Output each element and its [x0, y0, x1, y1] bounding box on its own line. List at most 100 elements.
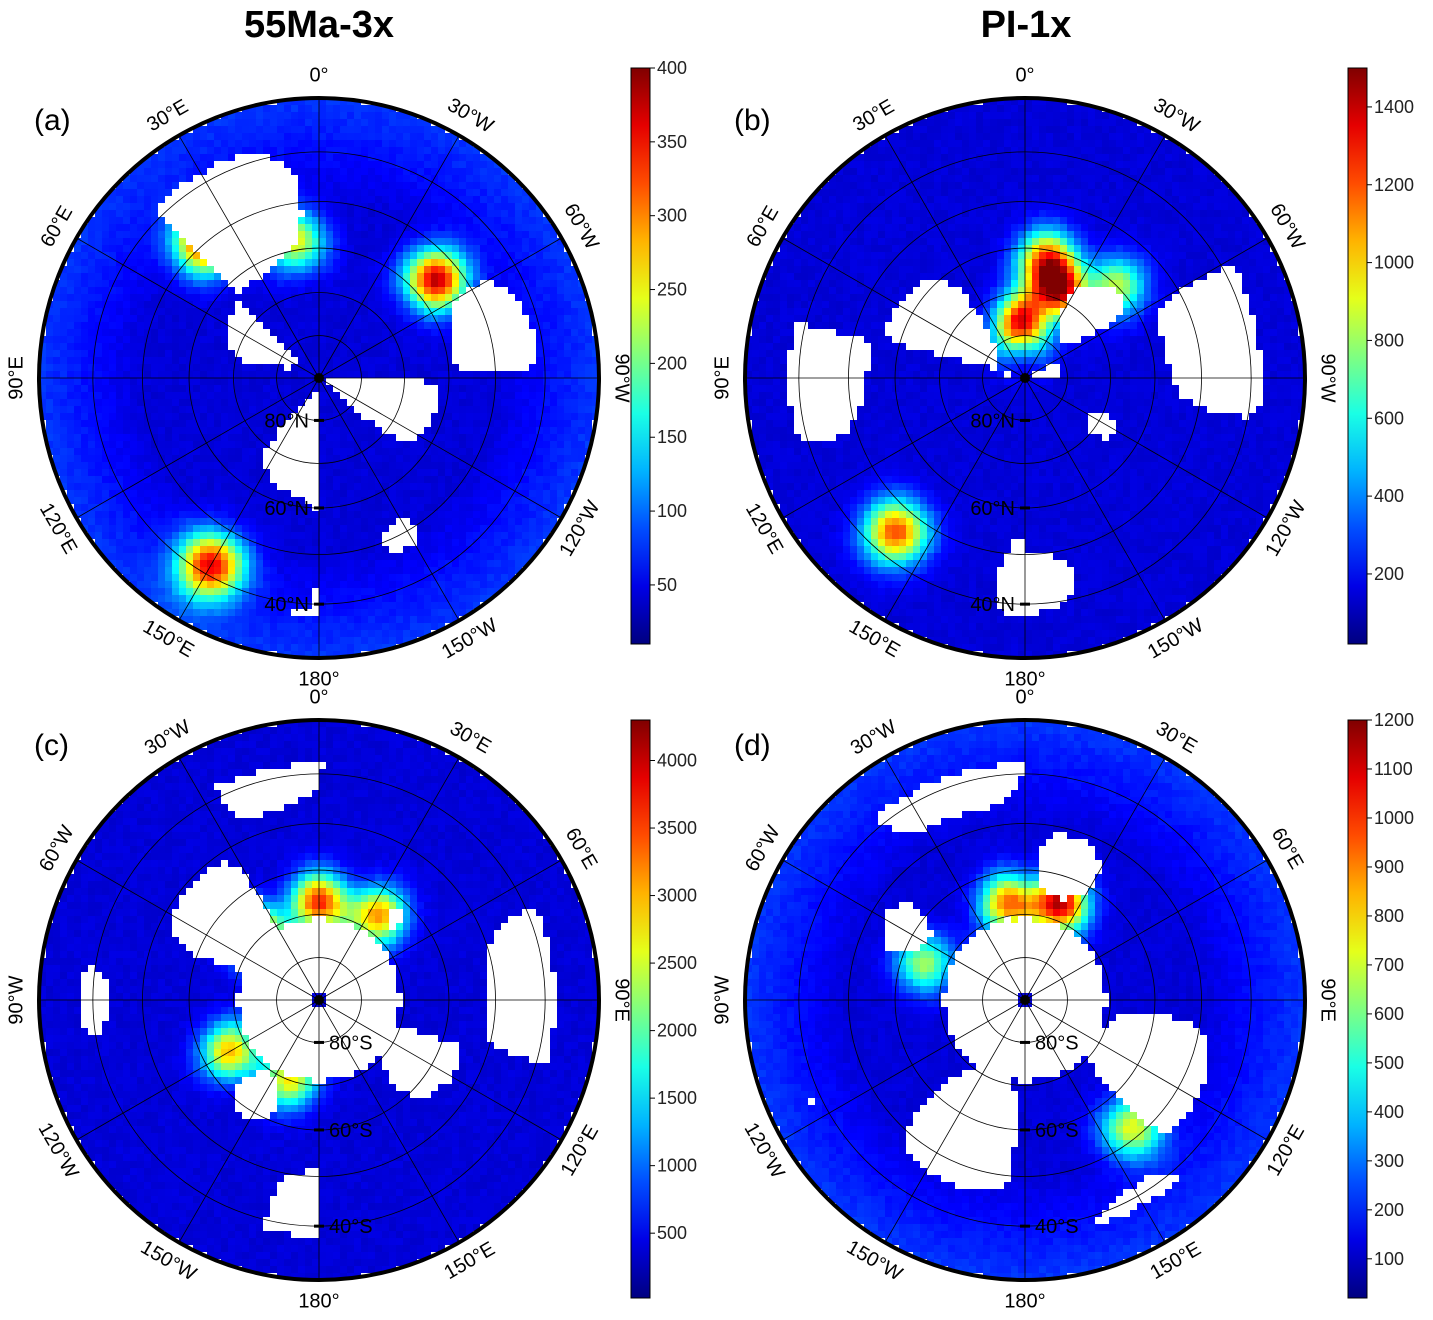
- lon-label: 90°W: [711, 975, 733, 1024]
- meridian: [1024, 999, 1268, 1141]
- lon-label: 0°: [1015, 686, 1034, 708]
- colorbar-tick-label: 300: [657, 206, 687, 226]
- colorbar-tick-label: 800: [1374, 906, 1404, 926]
- lat-label: 60°N: [970, 498, 1015, 520]
- meridian: [318, 859, 562, 1001]
- colorbar-tick-label: 1200: [1374, 175, 1414, 195]
- meridian: [782, 859, 1026, 1001]
- lon-label: 90°W: [611, 353, 633, 402]
- map-frame: [743, 96, 1307, 660]
- meridian: [178, 135, 320, 379]
- map-frame: [743, 718, 1307, 1282]
- meridian: [1024, 237, 1268, 379]
- lat-label: 60°S: [1035, 1120, 1079, 1142]
- colorbar: [1347, 719, 1368, 1299]
- colorbar-tick-label: 3000: [657, 886, 697, 906]
- colorbar-tick-label: 400: [1374, 486, 1404, 506]
- pole-marker: [1020, 373, 1030, 383]
- colorbar-tick-label: 4000: [657, 751, 697, 771]
- meridian: [1024, 757, 1166, 1001]
- colorbar: [1347, 67, 1368, 645]
- title-right: PI-1x: [980, 4, 1072, 46]
- panel-label: (c): [34, 729, 69, 762]
- colorbar-tick-label: 400: [1374, 1102, 1404, 1122]
- colorbar-tick-label: 300: [1374, 1151, 1404, 1171]
- pole-marker: [314, 995, 324, 1005]
- lon-label: 90°W: [5, 975, 27, 1024]
- parallel: [939, 914, 1111, 1086]
- parallel: [233, 914, 405, 1086]
- lon-label: 90°E: [611, 978, 633, 1022]
- parallel: [233, 292, 405, 464]
- colorbar-tick-label: 150: [657, 427, 687, 447]
- meridian: [178, 999, 320, 1243]
- lat-label: 60°S: [329, 1120, 373, 1142]
- panel-2: 0°30°E60°E90°E120°E150°E180°150°W120°W90…: [5, 686, 697, 1312]
- meridian: [178, 377, 320, 621]
- colorbar-tick-label: 100: [1374, 1249, 1404, 1269]
- colorbar-tick-label: 1000: [657, 1156, 697, 1176]
- colorbar-tick-label: 600: [1374, 1004, 1404, 1024]
- meridian: [1024, 377, 1268, 519]
- parallel: [848, 823, 1202, 1177]
- meridian: [884, 377, 1026, 621]
- lon-label: 90°E: [711, 356, 733, 400]
- lat-label: 80°S: [1035, 1032, 1079, 1054]
- panel-3: 0°30°E60°E90°E120°E150°E180°150°W120°W90…: [711, 686, 1414, 1312]
- meridian: [884, 135, 1026, 379]
- colorbar-tick-label: 1100: [1374, 759, 1413, 779]
- meridian: [318, 999, 562, 1141]
- lon-label: 90°E: [5, 356, 27, 400]
- panel-label: (b): [734, 104, 771, 137]
- meridian: [318, 757, 460, 1001]
- panel-label: (d): [734, 729, 771, 762]
- lat-label: 40°S: [1035, 1216, 1079, 1238]
- lat-label: 40°N: [264, 594, 309, 616]
- colorbar-tick-label: 700: [1374, 955, 1404, 975]
- colorbar-tick-label: 2000: [657, 1021, 697, 1041]
- colorbar-tick-label: 1000: [1374, 808, 1414, 828]
- lon-label: 180°: [298, 668, 339, 690]
- meridian: [76, 377, 320, 519]
- panel-label: (a): [34, 104, 71, 137]
- colorbar-tick-label: 1500: [657, 1088, 697, 1108]
- meridian: [318, 135, 460, 379]
- lon-label: 0°: [309, 64, 328, 86]
- colorbar-tick-label: 3500: [657, 818, 697, 838]
- meridian: [1024, 999, 1166, 1243]
- meridian: [318, 999, 460, 1243]
- meridian: [76, 859, 320, 1001]
- lon-label: 180°: [298, 1290, 339, 1312]
- colorbar-tick-label: 500: [1374, 1053, 1404, 1073]
- lat-label: 40°S: [329, 1216, 373, 1238]
- colorbar-tick-label: 1000: [1374, 253, 1414, 273]
- lat-label: 80°N: [264, 410, 309, 432]
- colorbar-tick-label: 100: [657, 501, 687, 521]
- meridian: [782, 377, 1026, 519]
- colorbar-tick-label: 500: [657, 1223, 687, 1243]
- meridian: [318, 377, 562, 519]
- meridian: [884, 999, 1026, 1243]
- parallel: [142, 201, 496, 555]
- panel-1: 0°30°W60°W90°W120°W150°W180°150°E120°E90…: [711, 64, 1414, 690]
- lat-label: 80°N: [970, 410, 1015, 432]
- meridian: [782, 237, 1026, 379]
- colorbar-tick-label: 1400: [1374, 97, 1414, 117]
- meridian: [76, 999, 320, 1141]
- parallel: [848, 201, 1202, 555]
- lon-label: 0°: [309, 686, 328, 708]
- colorbar-tick-label: 200: [657, 353, 687, 373]
- lat-label: 80°S: [329, 1032, 373, 1054]
- meridian: [178, 757, 320, 1001]
- lat-label: 40°N: [970, 594, 1015, 616]
- colorbar-tick-label: 400: [657, 58, 687, 78]
- lat-label: 60°N: [264, 498, 309, 520]
- colorbar-tick-label: 250: [657, 280, 687, 300]
- meridian: [1024, 135, 1166, 379]
- panel-0: 0°30°W60°W90°W120°W150°W180°150°E120°E90…: [5, 58, 687, 690]
- colorbar-tick-label: 200: [1374, 1200, 1404, 1220]
- lon-label: 90°E: [1317, 978, 1339, 1022]
- colorbar-tick-label: 50: [657, 575, 677, 595]
- map-frame: [37, 96, 601, 660]
- meridian: [76, 237, 320, 379]
